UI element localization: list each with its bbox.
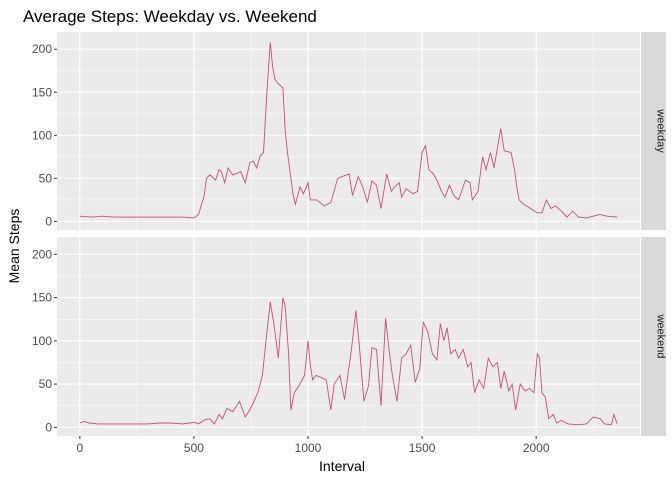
panel-background [57, 32, 640, 230]
y-axis-label: Mean Steps [6, 209, 22, 284]
facet-panel-weekday: 0 50 100 150 200 weekday [32, 32, 667, 230]
facet-panels: 0 50 100 150 200 weekday 0 50 100 150 200 weekend [32, 32, 667, 436]
x-tick-label: 1000 [295, 441, 322, 455]
x-tick-label: 500 [184, 441, 204, 455]
x-tick-label: 2000 [523, 441, 550, 455]
x-tick-label: 1500 [409, 441, 436, 455]
facet-strip-label: weekday [655, 108, 667, 153]
panel-background [57, 237, 640, 436]
series-line-weekday [79, 42, 618, 219]
y-tick-label: 200 [32, 247, 52, 261]
x-axis: 0 500 1000 1500 2000 [76, 436, 550, 455]
facet-strip [641, 237, 666, 436]
y-tick-label: 50 [39, 377, 53, 391]
y-tick-label: 100 [32, 128, 52, 142]
facet-panel-weekend: 0 50 100 150 200 weekend [32, 237, 667, 436]
x-axis-label: Interval [319, 458, 365, 474]
y-tick-label: 150 [32, 291, 52, 305]
x-tick-label: 0 [76, 441, 83, 455]
y-tick-label: 200 [32, 42, 52, 56]
y-tick-label: 100 [32, 334, 52, 348]
y-tick-label: 0 [45, 214, 52, 228]
chart-title: Average Steps: Weekday vs. Weekend [23, 7, 317, 26]
y-tick-label: 0 [45, 420, 52, 434]
y-tick-label: 150 [32, 85, 52, 99]
facet-strip [641, 32, 666, 230]
series-line-weekend [79, 297, 618, 426]
y-tick-label: 50 [39, 171, 53, 185]
facet-strip-label: weekend [655, 313, 667, 358]
